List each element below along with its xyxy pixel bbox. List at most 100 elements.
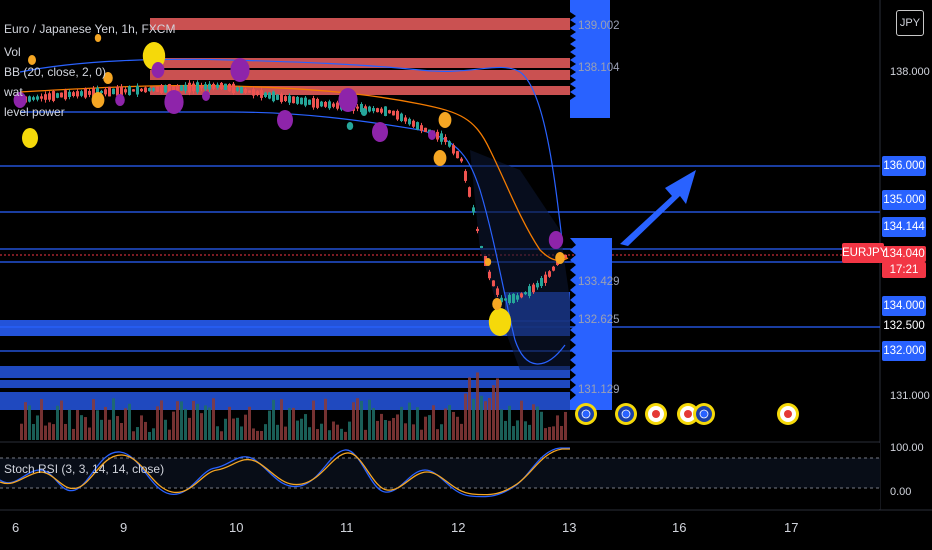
volume-bar [324, 398, 327, 440]
candle-body [548, 271, 551, 277]
volume-bar [456, 416, 459, 440]
volume-bar [108, 419, 111, 440]
candle-body [240, 86, 243, 94]
volume-bar [476, 372, 479, 440]
volume-bar [344, 431, 347, 440]
candle-body [260, 90, 263, 98]
volume-bar [200, 413, 203, 440]
candle-body [52, 91, 55, 101]
time-axis-label: 12 [451, 520, 466, 535]
candle-body [464, 171, 467, 181]
volume-bar [104, 406, 107, 440]
volume-bar [360, 400, 363, 440]
candle-body [380, 108, 383, 113]
volume-bar [116, 416, 119, 440]
candle-body [412, 120, 415, 127]
indicator-level-power[interactable]: level power [4, 105, 65, 119]
candle-body [144, 87, 147, 93]
volume-bar [48, 422, 51, 440]
volume-bar [376, 420, 379, 440]
candle-body [164, 85, 167, 93]
candle-body [376, 108, 379, 113]
volume-bar [380, 413, 383, 440]
volume-bar [420, 429, 423, 440]
volume-bar [224, 418, 227, 440]
candle-body [336, 102, 339, 109]
volume-bar [352, 402, 355, 440]
volume-bar [196, 403, 199, 440]
volume-bar [168, 429, 171, 440]
signal-dot [94, 34, 102, 42]
volume-bar [188, 417, 191, 440]
candle-body [472, 207, 475, 213]
volume-bar [520, 400, 523, 440]
volume-bar [540, 411, 543, 440]
symbol-title[interactable]: Euro / Japanese Yen, 1h, FXCM [4, 22, 176, 36]
candle-body [140, 88, 143, 92]
candle-body [176, 85, 179, 91]
volume-bar [204, 405, 207, 440]
volume-bar [508, 405, 511, 440]
volume-bar [284, 426, 287, 440]
volume-bar [260, 431, 263, 440]
volume-bar [132, 431, 135, 440]
signal-dot [428, 130, 436, 140]
candle-body [320, 101, 323, 107]
resistance-bar-3 [150, 70, 570, 80]
indicator-bb[interactable]: BB (20, close, 2, 0) [4, 65, 107, 79]
candle-body [460, 158, 463, 162]
candle-body [480, 245, 483, 249]
candle-body [220, 82, 223, 90]
volume-bar [512, 426, 515, 440]
price-axis-label: 131.000 [890, 390, 930, 402]
volume-bar [216, 426, 219, 440]
volume-bar [36, 415, 39, 440]
candle-body [100, 90, 103, 94]
candle-body [324, 101, 327, 107]
volume-bar [264, 424, 267, 440]
volume-bar [416, 407, 419, 440]
volume-bar [160, 400, 163, 440]
volume-bar [560, 425, 563, 440]
candle-body [384, 106, 387, 116]
currency-button[interactable]: JPY [896, 10, 924, 36]
volume-bar [492, 385, 495, 440]
candle-body [540, 278, 543, 286]
volume-bar [164, 419, 167, 440]
level-label: 139.002 [578, 20, 620, 32]
signal-dot [484, 258, 492, 266]
candle-body [172, 86, 175, 91]
volume-bar [308, 427, 311, 440]
indicator-vol[interactable]: Vol [4, 45, 21, 59]
price-tag-current: 134.040 [882, 246, 926, 262]
candle-body [132, 89, 135, 92]
volume-bar [464, 393, 467, 440]
volume-bar [144, 421, 147, 440]
candle-body [248, 90, 251, 93]
candle-body [160, 85, 163, 93]
volume-bar [44, 425, 47, 440]
candle-body [180, 85, 183, 91]
volume-bar [172, 411, 175, 440]
volume-bar [228, 406, 231, 440]
candle-body [392, 110, 395, 116]
candle-body [448, 141, 451, 147]
candle-body [440, 133, 443, 142]
volume-bar [136, 427, 139, 440]
signal-dot [555, 252, 565, 264]
candle-body [396, 110, 399, 120]
candle-body [556, 261, 559, 266]
volume-bar [328, 430, 331, 440]
volume-bar [384, 420, 387, 440]
candle-body [368, 106, 371, 112]
stoch-rsi-label[interactable]: Stoch RSI (3, 3, 14, 14, close) [4, 462, 165, 476]
volume-bar [296, 420, 299, 440]
volume-bar [444, 408, 447, 440]
volume-bar [496, 378, 499, 440]
indicator-wat[interactable]: wat [4, 85, 23, 99]
volume-bar [128, 403, 131, 440]
trend-arrow [620, 170, 696, 246]
volume-bar [184, 408, 187, 440]
stoch-d-line [0, 448, 570, 496]
